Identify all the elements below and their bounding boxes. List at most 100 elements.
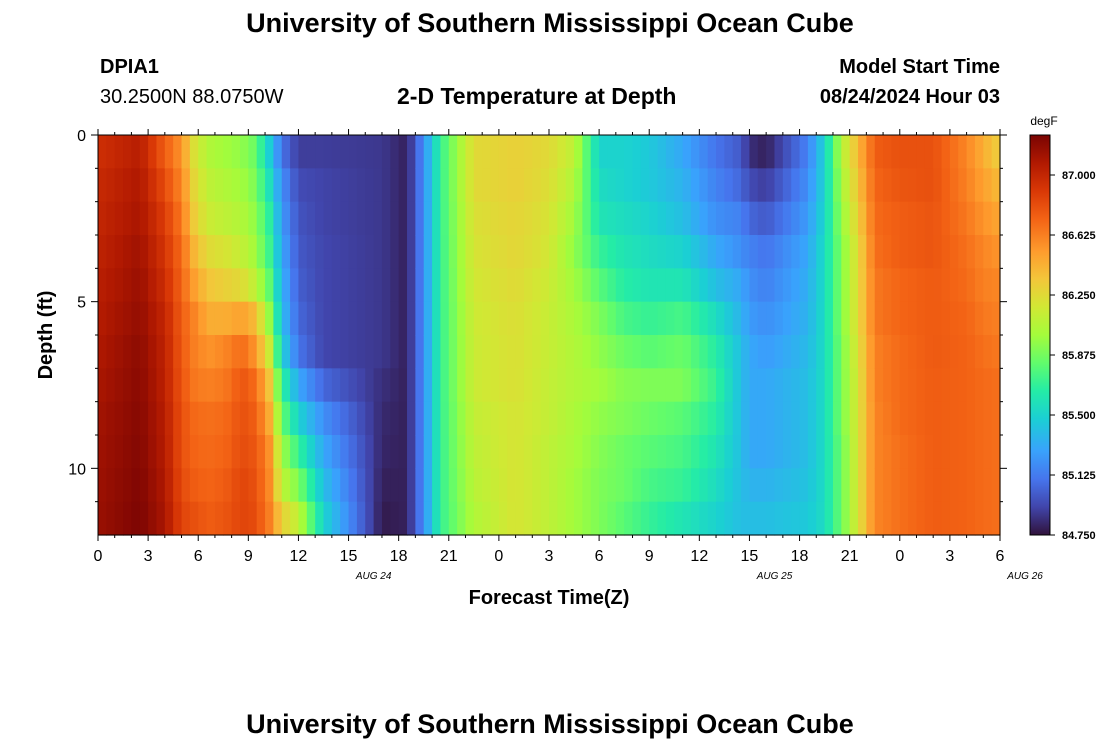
heatmap-cell (148, 168, 158, 203)
heatmap-cell (290, 468, 300, 503)
heatmap-cell (532, 301, 542, 336)
heatmap-cell (891, 135, 901, 169)
heatmap-cell (883, 401, 893, 436)
heatmap-cell (899, 268, 909, 303)
heatmap-cell (432, 235, 442, 269)
heatmap-cell (114, 268, 124, 303)
heatmap-cell (966, 368, 976, 403)
heatmap-cell (239, 201, 249, 236)
heatmap-cell (782, 135, 792, 169)
heatmap-cell (415, 401, 425, 436)
heatmap-cell (123, 201, 133, 236)
heatmap-cell (941, 501, 951, 536)
heatmap-cell (774, 301, 784, 336)
heatmap-cell (340, 201, 350, 236)
heatmap-cell (248, 301, 258, 336)
heatmap-cell (540, 168, 550, 203)
heatmap-cell (883, 235, 893, 269)
heatmap-cell (398, 301, 408, 336)
heatmap-cell (448, 235, 458, 269)
heatmap-cell (298, 168, 308, 203)
heatmap-cell (941, 135, 951, 169)
heatmap-cell (757, 335, 767, 369)
heatmap-cell (340, 501, 350, 536)
heatmap-cell (298, 435, 308, 469)
heatmap-cell (415, 435, 425, 469)
heatmap-cell (173, 335, 183, 369)
heatmap-cell (774, 201, 784, 236)
heatmap-cell (807, 268, 817, 303)
heatmap-cell (114, 368, 124, 403)
heatmap-cell (899, 201, 909, 236)
heatmap-cell (649, 435, 659, 469)
heatmap-cell (381, 368, 391, 403)
heatmap-cell (791, 268, 801, 303)
heatmap-cell (858, 368, 867, 403)
heatmap-cell (832, 368, 842, 403)
heatmap-cell (924, 401, 934, 436)
heatmap-cell (916, 201, 926, 236)
heatmap-cell (782, 268, 792, 303)
heatmap-cell (515, 401, 525, 436)
heatmap-cell (348, 301, 358, 336)
heatmap-cell (198, 168, 208, 203)
heatmap-cell (799, 435, 809, 469)
heatmap-cell (949, 235, 959, 269)
heatmap-cell (256, 335, 266, 369)
date-label: AUG 24 (355, 571, 392, 582)
heatmap-cell (323, 468, 333, 503)
heatmap-cell (983, 501, 993, 536)
heatmap-cell (290, 368, 300, 403)
heatmap-cell (615, 135, 625, 169)
heatmap-cell (298, 401, 308, 436)
heatmap-cell (340, 268, 350, 303)
heatmap-cell (791, 235, 801, 269)
heatmap-cell (164, 201, 174, 236)
heatmap-cell (373, 468, 383, 503)
heatmap-cell (749, 301, 759, 336)
heatmap-cell (557, 235, 567, 269)
heatmap-cell (407, 301, 416, 336)
heatmap-cell (574, 235, 584, 269)
heatmap-cell (482, 368, 492, 403)
heatmap-cell (574, 368, 584, 403)
heatmap-cell (565, 268, 575, 303)
heatmap-cell (306, 501, 316, 536)
heatmap-cell (958, 435, 968, 469)
heatmap-cell (365, 201, 375, 236)
heatmap-cell (523, 201, 533, 236)
heatmap-cell (139, 368, 149, 403)
heatmap-cell (640, 235, 650, 269)
heatmap-cell (423, 468, 433, 503)
heatmap-cell (482, 301, 492, 336)
heatmap-cell (473, 335, 483, 369)
heatmap-cell (256, 401, 266, 436)
heatmap-cell (582, 368, 592, 403)
heatmap-cell (331, 168, 341, 203)
heatmap-cell (782, 168, 792, 203)
heatmap-cell (164, 168, 174, 203)
heatmap-cell (615, 368, 625, 403)
heatmap-cell (832, 335, 842, 369)
heatmap-cell (899, 435, 909, 469)
heatmap-cell (707, 368, 717, 403)
heatmap-cell (699, 435, 709, 469)
heatmap-cell (741, 301, 751, 336)
heatmap-cell (883, 135, 893, 169)
heatmap-cell (448, 401, 458, 436)
heatmap-cell (106, 501, 116, 536)
heatmap-cell (181, 368, 191, 403)
heatmap-cell (398, 501, 408, 536)
heatmap-cell (966, 401, 976, 436)
heatmap-cell (908, 135, 918, 169)
heatmap-cell (933, 335, 943, 369)
heatmap-cell (231, 168, 241, 203)
heatmap-cell (440, 368, 450, 403)
heatmap-cell (457, 201, 467, 236)
heatmap-cell (373, 135, 383, 169)
heatmap-cell (356, 235, 366, 269)
heatmap-cell (432, 435, 442, 469)
heatmap-cell (482, 235, 492, 269)
heatmap-cell (807, 401, 817, 436)
heatmap-cell (574, 468, 584, 503)
